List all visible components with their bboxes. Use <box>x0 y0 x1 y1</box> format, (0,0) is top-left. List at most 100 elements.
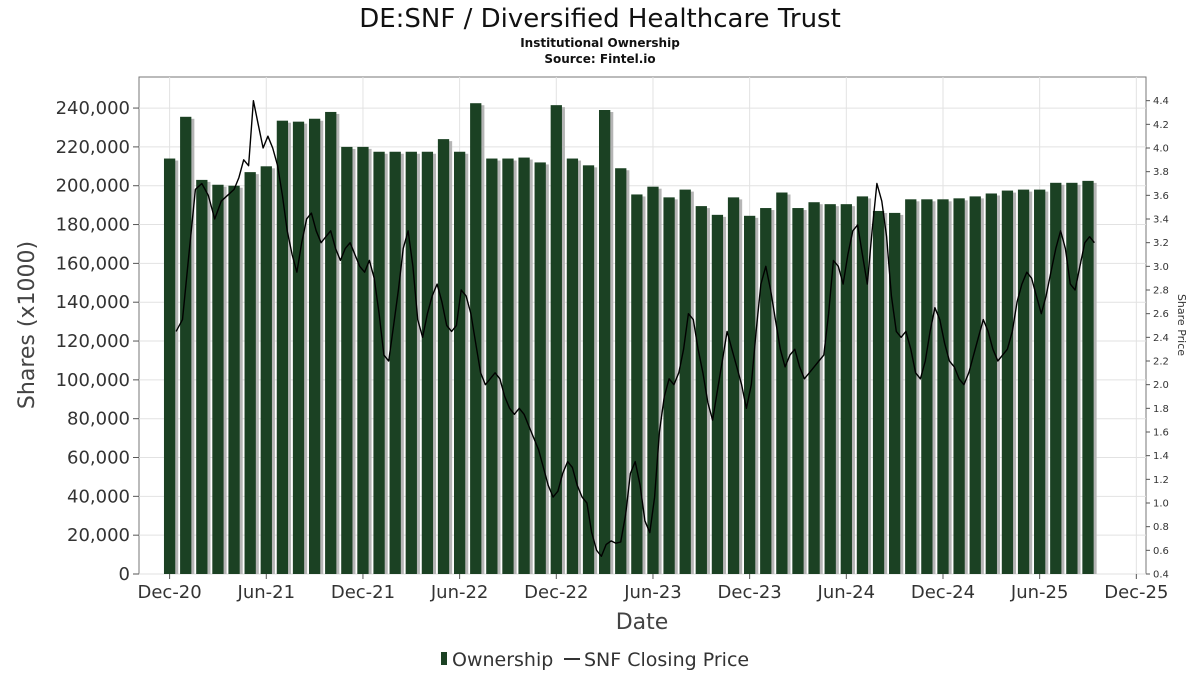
ownership-bar <box>695 206 707 574</box>
y-right-tick-label: 3.2 <box>1153 238 1169 249</box>
y-right-tick-label: 3.8 <box>1153 167 1169 178</box>
ownership-bar <box>647 186 659 574</box>
x-tick-label: Jun-25 <box>1010 582 1069 603</box>
x-tick-label: Dec-25 <box>1104 582 1168 603</box>
ownership-bar <box>550 105 562 574</box>
y-right-tick-label: 2.0 <box>1153 380 1169 391</box>
ownership-bar <box>1017 189 1030 574</box>
ownership-bar <box>840 204 852 574</box>
ownership-bar <box>679 189 691 574</box>
ownership-bar <box>921 199 933 574</box>
x-tick-label: Jun-22 <box>430 582 489 603</box>
ownership-bar <box>969 196 981 574</box>
y-right-tick-label: 1.8 <box>1153 404 1169 415</box>
ownership-bar <box>582 165 595 574</box>
y-axis-title: Shares (x1000) <box>15 241 40 409</box>
ownership-bar <box>760 208 772 574</box>
y-right-tick-label: 3.4 <box>1153 215 1169 226</box>
y-right-tick-label: 3.6 <box>1153 191 1169 202</box>
y-tick-label: 40,000 <box>67 486 130 507</box>
chart-subtitle: Institutional Ownership <box>520 36 680 50</box>
ownership-bar <box>889 212 901 574</box>
y-tick-label: 160,000 <box>56 253 130 274</box>
price-line-path <box>175 100 1095 557</box>
y-right-tick-label: 2.2 <box>1153 357 1169 368</box>
x-axis-title: Date <box>616 610 669 635</box>
ownership-bar <box>486 158 498 574</box>
y-right-tick-label: 2.4 <box>1153 333 1169 344</box>
ownership-bar <box>357 146 369 574</box>
ownership-bar <box>228 185 240 574</box>
x-tick-label: Jun-21 <box>237 582 296 603</box>
ownership-bar <box>727 197 740 574</box>
ownership-bar <box>308 118 321 574</box>
legend-ownership-swatch <box>441 652 447 665</box>
ownership-bar <box>985 193 997 574</box>
y-right-tick-label: 3.0 <box>1153 262 1169 273</box>
ownership-bar <box>244 172 256 574</box>
ownership-bar <box>163 158 176 574</box>
y-right-tick-label: 4.4 <box>1153 96 1169 107</box>
x-tick-label: Dec-21 <box>331 582 395 603</box>
x-tick-label: Jun-24 <box>817 582 876 603</box>
ownership-bar <box>937 199 949 574</box>
ownership-bar <box>502 158 514 574</box>
ownership-bar <box>808 202 820 574</box>
y-tick-label: 20,000 <box>67 525 130 546</box>
x-tick-label: Dec-22 <box>524 582 588 603</box>
y-right-tick-label: 1.2 <box>1153 475 1169 486</box>
x-axis: Dec-20 Jun-21 Dec-21 Jun-22 Dec-22 Jun-23 Dec-… <box>137 574 1168 603</box>
chart-title: DE:SNF / Diversified Healthcare Trust <box>359 4 841 34</box>
x-tick-label: Dec-20 <box>137 582 201 603</box>
y-right-tick-label: 4.0 <box>1153 144 1169 155</box>
x-tick-label: Dec-24 <box>911 582 975 603</box>
ownership-bar <box>405 151 417 574</box>
ownership-bar <box>453 151 466 574</box>
legend: Ownership SNF Closing Price <box>441 649 749 671</box>
ownership-bar <box>1066 182 1078 574</box>
x-tick-label: Dec-23 <box>718 582 782 603</box>
ownership-bar <box>534 162 546 574</box>
y-tick-label: 60,000 <box>67 448 130 469</box>
ownership-bar <box>325 111 337 574</box>
y-right-tick-label: 2.6 <box>1153 309 1169 320</box>
y-right-tick-label: 0.6 <box>1153 546 1169 557</box>
y-tick-label: 120,000 <box>56 331 130 352</box>
y-tick-label: 200,000 <box>56 176 130 197</box>
y-tick-label: 140,000 <box>56 292 130 313</box>
price-line <box>175 100 1095 557</box>
ownership-bar <box>953 198 965 574</box>
left-axis: 0 20,000 40,000 60,000 80,000 100,000 120,000 1… <box>56 98 139 585</box>
y-right-tick-label: 0.4 <box>1153 570 1169 581</box>
ownership-bar <box>421 151 434 574</box>
legend-ownership-label: Ownership <box>452 649 553 671</box>
ownership-bar <box>180 116 192 574</box>
ownership-bar <box>470 103 482 574</box>
ownership-bar <box>212 184 224 574</box>
y-tick-label: 240,000 <box>56 98 130 119</box>
ownership-bar <box>598 110 611 574</box>
ownership-bar <box>615 168 627 574</box>
y-right-axis-title: Share Price <box>1175 294 1188 356</box>
ownership-bar <box>276 120 289 574</box>
y-right-tick-label: 0.8 <box>1153 522 1169 533</box>
y-right-tick-label: 1.0 <box>1153 499 1169 510</box>
ownership-bar <box>631 194 643 574</box>
ownership-bar <box>437 139 450 574</box>
chart-source: Source: Fintel.io <box>544 52 655 66</box>
ownership-bar <box>389 151 401 574</box>
ownership-bar <box>872 210 885 574</box>
ownership-bars <box>163 103 1097 574</box>
ownership-bar <box>518 157 530 574</box>
ownership-bar <box>292 121 305 574</box>
ownership-bar <box>373 151 385 574</box>
ownership-bar <box>824 204 836 574</box>
x-tick-label: Jun-23 <box>623 582 682 603</box>
y-tick-label: 80,000 <box>67 409 130 430</box>
right-axis: 0.4 0.6 0.8 1.0 1.2 1.4 1.6 1.8 2.0 2.2 2.4 2.6 2.8 3… <box>1146 96 1169 581</box>
ownership-bar <box>1034 189 1046 574</box>
ownership-bar <box>341 146 353 574</box>
ownership-bar <box>1082 180 1094 574</box>
ownership-bar <box>196 179 208 574</box>
